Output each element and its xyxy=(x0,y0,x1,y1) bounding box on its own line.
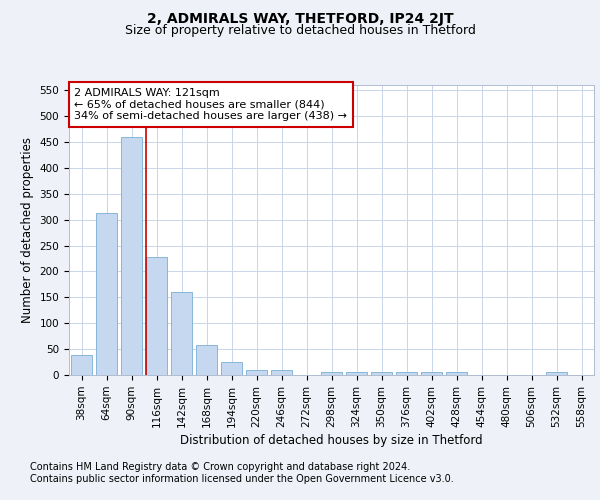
Bar xyxy=(96,214,117,375)
Bar xyxy=(171,292,192,375)
Bar xyxy=(371,372,392,375)
Bar xyxy=(121,137,142,375)
Text: 2, ADMIRALS WAY, THETFORD, IP24 2JT: 2, ADMIRALS WAY, THETFORD, IP24 2JT xyxy=(146,12,454,26)
Bar xyxy=(396,372,417,375)
Bar xyxy=(546,372,567,375)
X-axis label: Distribution of detached houses by size in Thetford: Distribution of detached houses by size … xyxy=(180,434,483,447)
Text: Contains public sector information licensed under the Open Government Licence v3: Contains public sector information licen… xyxy=(30,474,454,484)
Bar xyxy=(321,372,342,375)
Bar xyxy=(146,257,167,375)
Text: Size of property relative to detached houses in Thetford: Size of property relative to detached ho… xyxy=(125,24,475,37)
Bar xyxy=(221,362,242,375)
Bar xyxy=(246,370,267,375)
Bar xyxy=(196,346,217,375)
Bar xyxy=(71,356,92,375)
Bar xyxy=(421,372,442,375)
Bar xyxy=(446,372,467,375)
Y-axis label: Number of detached properties: Number of detached properties xyxy=(21,137,34,323)
Bar xyxy=(271,370,292,375)
Text: Contains HM Land Registry data © Crown copyright and database right 2024.: Contains HM Land Registry data © Crown c… xyxy=(30,462,410,472)
Bar xyxy=(346,372,367,375)
Text: 2 ADMIRALS WAY: 121sqm
← 65% of detached houses are smaller (844)
34% of semi-de: 2 ADMIRALS WAY: 121sqm ← 65% of detached… xyxy=(74,88,347,121)
